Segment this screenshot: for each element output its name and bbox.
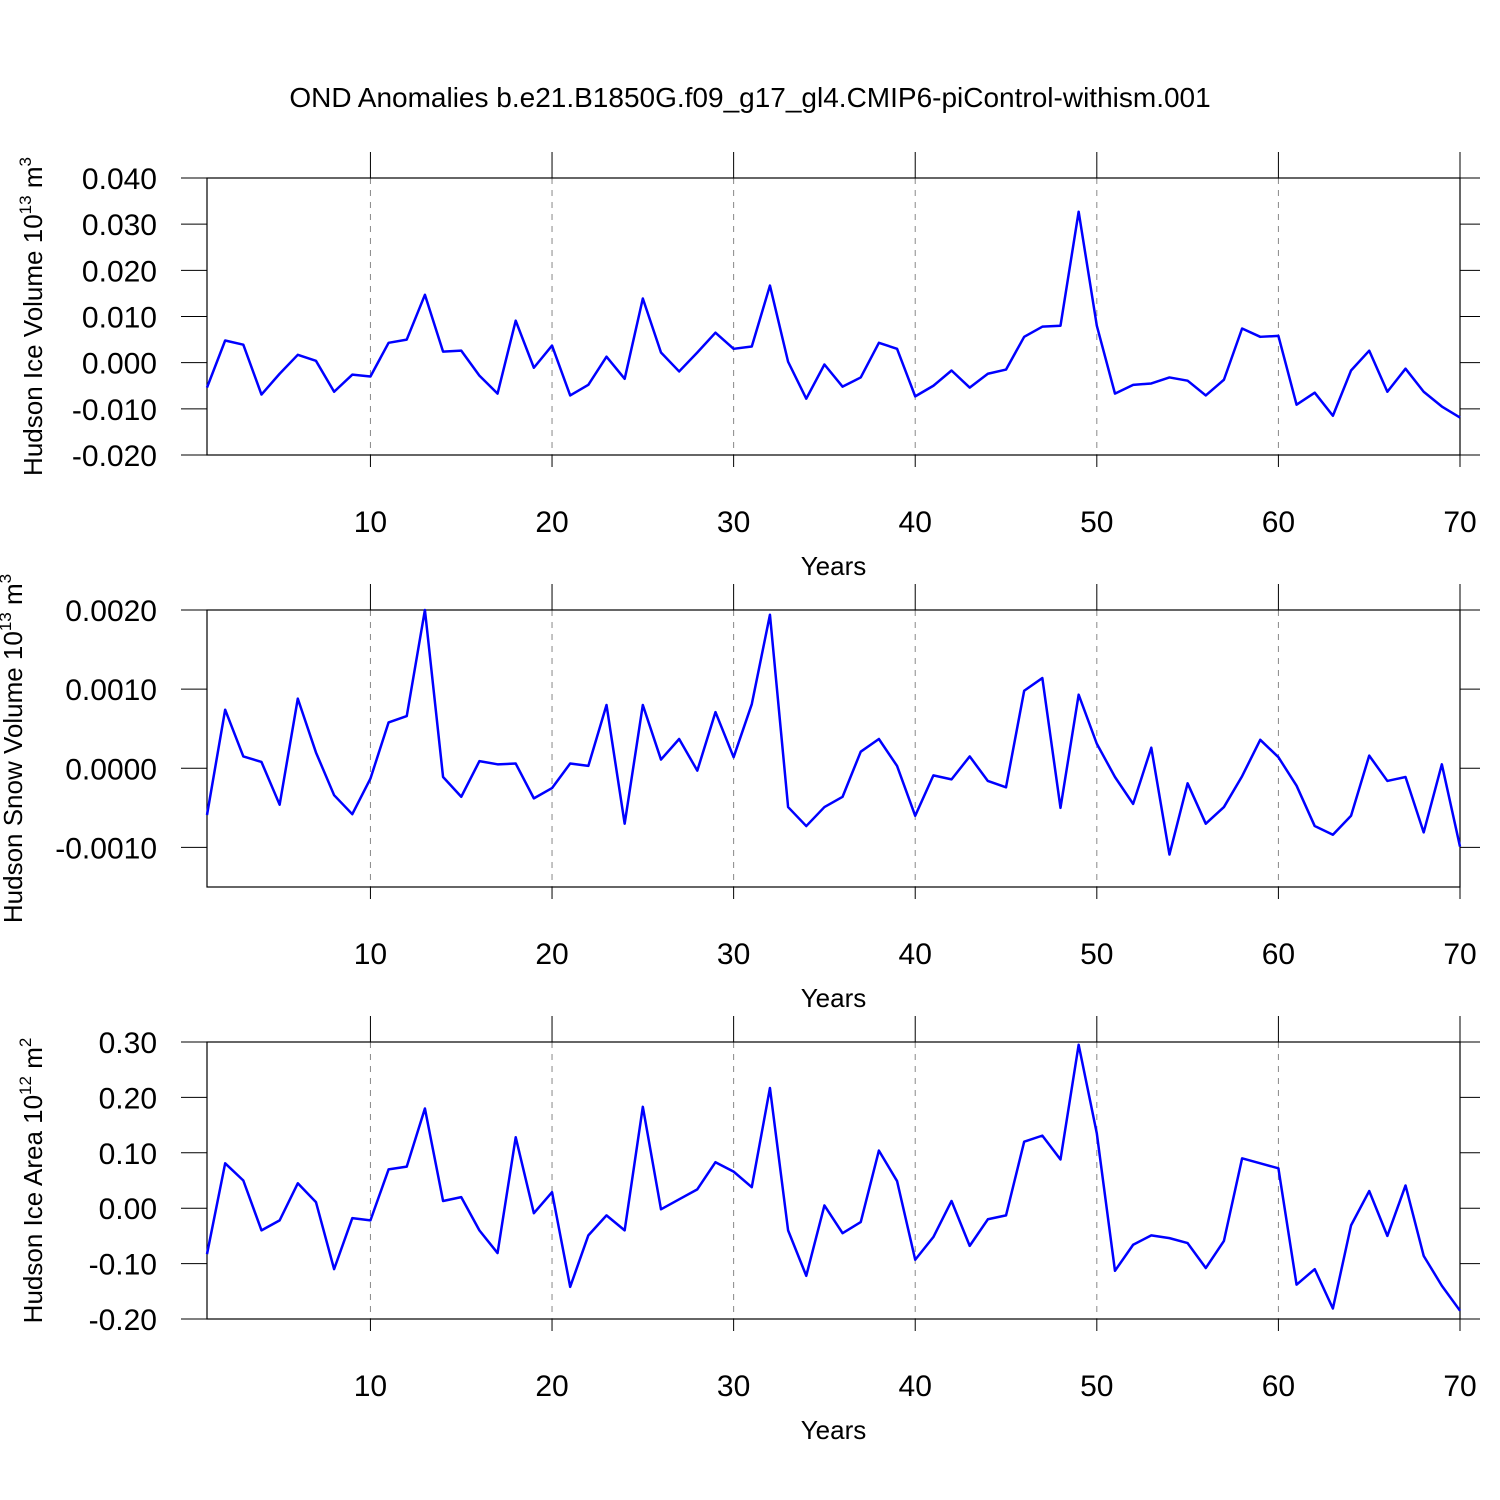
data-line <box>205 210 1461 419</box>
x-tick-label: 30 <box>717 938 750 971</box>
y-tick-label: 0.30 <box>99 1027 157 1060</box>
y-tick-label: -0.10 <box>89 1249 157 1282</box>
y-tick-label: 0.040 <box>82 163 157 196</box>
y-axis-label-part: m <box>18 1047 48 1076</box>
y-tick-label: 0.0010 <box>65 674 157 707</box>
y-axis-label: Hudson Snow Volume 1013 m3 <box>0 574 28 923</box>
y-axis-label-part: Hudson Ice Volume 10 <box>18 214 48 476</box>
y-axis-label-part: m <box>18 167 48 196</box>
y-axis-label-part: 3 <box>16 157 35 166</box>
y-axis-label: Hudson Ice Area 1012 m2 <box>16 1038 48 1324</box>
y-tick-label: -0.010 <box>72 394 157 427</box>
y-tick-label: 0.0020 <box>65 595 157 628</box>
y-tick-label: -0.20 <box>89 1304 157 1337</box>
x-tick-label: 10 <box>354 938 387 971</box>
y-tick-label: 0.00 <box>99 1193 157 1226</box>
x-tick-label: 20 <box>535 506 568 539</box>
x-tick-label: 70 <box>1443 938 1476 971</box>
x-axis-label: Years <box>801 983 867 1013</box>
y-tick-label: 0.10 <box>99 1138 157 1171</box>
y-axis-label-part: m <box>0 583 28 612</box>
x-tick-label: 70 <box>1443 1370 1476 1403</box>
panel: 10 20 30 40 50 60 70 -0.20 -0.10 0.00 0.10 0.20 0.30… <box>16 1016 1480 1445</box>
plot-frame <box>206 1041 1461 1320</box>
x-tick-label: 50 <box>1080 1370 1113 1403</box>
plot-frame <box>206 177 1461 456</box>
x-axis-label: Years <box>801 1415 867 1445</box>
y-tick-label: 0.010 <box>82 302 157 335</box>
x-tick-label: 50 <box>1080 506 1113 539</box>
data-line <box>205 1043 1462 1312</box>
x-tick-label: 60 <box>1262 938 1295 971</box>
x-tick-label: 20 <box>535 1370 568 1403</box>
y-axis-label-part: 3 <box>0 574 15 583</box>
y-tick-label: -0.020 <box>72 440 157 473</box>
y-axis-label-part: 12 <box>16 1076 35 1095</box>
figure-title: OND Anomalies b.e21.B1850G.f09_g17_gl4.C… <box>289 82 1210 113</box>
x-tick-label: 40 <box>899 938 932 971</box>
y-tick-label: 0.000 <box>82 348 157 381</box>
data-line <box>205 608 1462 856</box>
plot-frame <box>206 609 1461 888</box>
y-tick-label: 0.20 <box>99 1082 157 1115</box>
x-tick-label: 40 <box>899 1370 932 1403</box>
x-tick-label: 30 <box>717 506 750 539</box>
y-axis-label-part: 13 <box>0 612 15 631</box>
y-tick-label: 0.020 <box>82 255 157 288</box>
x-tick-label: 60 <box>1262 1370 1295 1403</box>
x-tick-label: 10 <box>354 506 387 539</box>
y-tick-label: -0.0010 <box>55 832 157 865</box>
x-tick-label: 10 <box>354 1370 387 1403</box>
y-tick-label: 0.0000 <box>65 753 157 786</box>
x-tick-label: 30 <box>717 1370 750 1403</box>
y-axis-label: Hudson Ice Volume 1013 m3 <box>16 157 48 476</box>
y-axis-label-part: Hudson Snow Volume 10 <box>0 631 28 923</box>
x-axis-label: Years <box>801 551 867 581</box>
y-tick-label: 0.030 <box>82 209 157 242</box>
panel: 10 20 30 40 50 60 70 -0.0010 0.0000 0.0010 0.0020 Y… <box>0 574 1480 1013</box>
x-tick-label: 60 <box>1262 506 1295 539</box>
x-tick-label: 20 <box>535 938 568 971</box>
x-tick-label: 50 <box>1080 938 1113 971</box>
y-axis-label-part: 13 <box>16 195 35 214</box>
panel: 10 20 30 40 50 60 70 -0.020 -0.010 0.000 0.010 0.02… <box>16 152 1480 581</box>
y-axis-label-part: Hudson Ice Area 10 <box>18 1095 48 1323</box>
x-tick-label: 40 <box>899 506 932 539</box>
y-axis-label-part: 2 <box>16 1038 35 1047</box>
x-tick-label: 70 <box>1443 506 1476 539</box>
